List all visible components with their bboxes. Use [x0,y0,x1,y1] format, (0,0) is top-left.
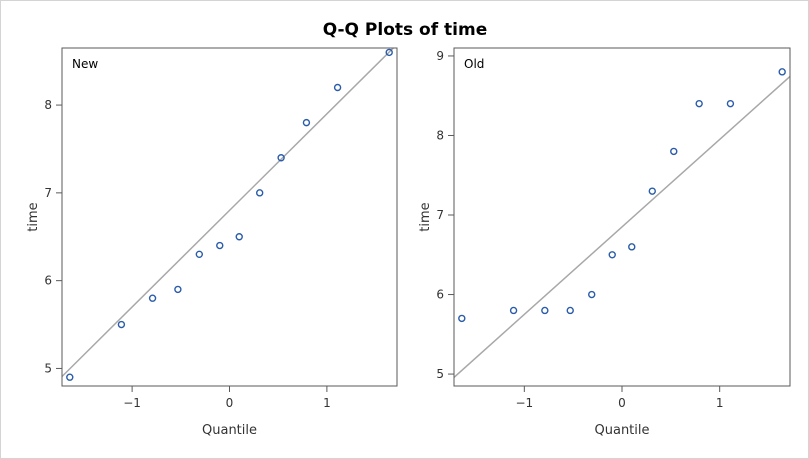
y-axis-label: time [26,202,41,231]
data-point [66,373,74,381]
plot-frame [453,47,791,387]
data-point [385,48,393,57]
data-point [509,306,518,315]
data-point [458,314,466,323]
data-point [255,189,264,197]
data-point [648,187,656,195]
y-axis-label: time [418,202,433,231]
y-tick-label: 7 [436,208,444,222]
data-point [216,241,224,250]
y-tick-label: 5 [436,367,444,381]
y-tick-label: 5 [44,361,52,375]
reference-line [62,48,395,378]
x-axis-label: Quantile [595,423,650,438]
y-tick-label: 8 [44,98,52,112]
data-point [726,99,735,108]
data-point [277,154,285,162]
y-tick-label: 7 [44,186,52,200]
y-tick-label: 6 [44,274,52,288]
y-tick-label: 8 [436,128,444,142]
panel-label: Old [464,57,484,71]
data-point [588,290,596,299]
data-point [235,233,243,241]
y-tick-label: 9 [436,49,444,63]
data-point [174,285,182,294]
data-point [302,118,311,127]
data-point [695,99,703,108]
qq-panel-new: −1 0 1 5 6 7 8 Quantile time New [26,47,398,438]
y-tick-label: 6 [436,288,444,302]
x-tick-label: 0 [618,396,626,410]
data-point [778,68,786,76]
x-tick-label: 0 [226,396,234,410]
data-point [148,294,157,302]
x-tick-label: 1 [323,396,331,410]
data-point [541,306,549,315]
data-point [195,250,204,259]
plot-frame [61,47,398,387]
data-point [333,83,342,92]
data-point [608,251,616,259]
x-tick-label: −1 [515,396,533,410]
figure-title: Q-Q Plots of time [323,20,488,40]
x-tick-label: 1 [716,396,724,410]
data-point [117,320,126,329]
data-point [566,306,574,315]
data-point [628,243,636,251]
data-point [670,147,678,156]
reference-line [454,75,790,378]
qq-panel-old: −1 0 1 5 6 7 8 9 Quantile time Old [418,47,791,438]
panel-label: New [72,57,98,71]
x-tick-label: −1 [123,396,141,410]
x-axis-label: Quantile [202,423,257,438]
